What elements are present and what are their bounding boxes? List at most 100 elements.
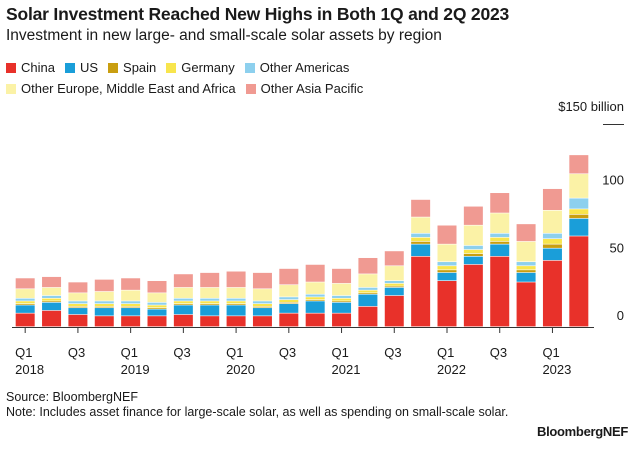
bar-segment-spain xyxy=(252,306,272,308)
bar-segment-other-europe-middle-east-and-africa xyxy=(332,283,352,296)
legend-item-germany: Germany xyxy=(166,58,235,78)
bar-segment-china xyxy=(437,280,457,327)
bar-segment-germany xyxy=(252,303,272,307)
x-tick-label-year: 2018 xyxy=(15,362,44,377)
bar-segment-other-europe-middle-east-and-africa xyxy=(15,289,35,298)
y-unit-label: $150 billion xyxy=(558,99,624,114)
bar-segment-us xyxy=(358,294,378,307)
bar-segment-spain xyxy=(200,303,220,305)
bar-segment-china xyxy=(463,264,483,327)
y-tick-label: 50 xyxy=(610,240,624,255)
legend-label: Other Americas xyxy=(259,60,350,75)
note-text: Note: Includes asset finance for large-s… xyxy=(6,405,509,419)
bar-segment-other-europe-middle-east-and-africa xyxy=(358,274,378,288)
bar-segment-us xyxy=(252,308,272,316)
bar-segment-china xyxy=(542,260,562,327)
bar-segment-other-americas xyxy=(226,298,246,301)
bar-segment-us xyxy=(42,302,62,311)
bar-segment-us xyxy=(463,256,483,265)
legend-label: US xyxy=(79,60,99,75)
bar-segment-spain xyxy=(305,299,325,301)
bar-segment-us xyxy=(68,308,88,315)
bar-segment-china xyxy=(42,310,62,327)
bar-segment-other-americas xyxy=(463,245,483,250)
bar-segment-us xyxy=(305,301,325,313)
legend-swatch xyxy=(166,63,177,73)
bar-segment-spain xyxy=(15,303,35,305)
bar-segment-spain xyxy=(569,214,589,219)
legend: China US Spain Germany Other Americas Other E… xyxy=(6,58,526,100)
bar-segment-other-europe-middle-east-and-africa xyxy=(463,225,483,246)
bar-segment-spain xyxy=(358,293,378,294)
bar-segment-other-americas xyxy=(437,262,457,266)
x-tick-label-quarter: Q3 xyxy=(173,345,190,360)
bar-segment-other-europe-middle-east-and-africa xyxy=(147,293,167,303)
bar-segment-china xyxy=(200,316,220,327)
bar-segment-other-asia-pacific xyxy=(226,271,246,288)
bar-segment-us xyxy=(516,272,536,282)
x-tick-label-year: 2021 xyxy=(332,362,361,377)
bar-segment-other-europe-middle-east-and-africa xyxy=(411,217,431,234)
bar-segment-china xyxy=(121,316,141,327)
bar-segment-other-europe-middle-east-and-africa xyxy=(542,210,562,234)
legend-swatch xyxy=(245,84,256,94)
legend-item-other-asia-pacific: Other Asia Pacific xyxy=(245,79,363,99)
bar-segment-germany xyxy=(384,283,404,286)
bar-segment-us xyxy=(490,244,510,257)
bar-segment-other-asia-pacific xyxy=(305,264,325,282)
bar-segment-us xyxy=(384,287,404,296)
bar-segment-china xyxy=(358,306,378,327)
bar-segment-spain xyxy=(226,303,246,305)
legend-label: Other Europe, Middle East and Africa xyxy=(21,81,236,96)
bar-segment-other-asia-pacific xyxy=(384,251,404,266)
bar-segment-spain xyxy=(42,301,62,303)
bar-segment-us xyxy=(173,305,193,315)
bar-segment-china xyxy=(68,314,88,327)
bar-segment-germany xyxy=(279,299,299,303)
bar-segment-us xyxy=(569,218,589,236)
bar-segment-china xyxy=(384,295,404,327)
bar-segment-other-asia-pacific xyxy=(252,272,272,289)
bar-segment-germany xyxy=(516,266,536,270)
bar-segment-spain xyxy=(147,308,167,309)
bar-segment-spain xyxy=(437,270,457,273)
bar-segment-other-asia-pacific xyxy=(332,268,352,284)
bar-segment-spain xyxy=(94,306,114,308)
bar-segment-germany xyxy=(226,301,246,304)
bar-segment-other-asia-pacific xyxy=(542,188,562,211)
legend-item-spain: Spain xyxy=(108,58,156,78)
bar-segment-other-asia-pacific xyxy=(463,206,483,225)
x-tick-label-year: 2020 xyxy=(226,362,255,377)
bar-segment-spain xyxy=(332,301,352,303)
bar-segment-us xyxy=(332,302,352,313)
bar-segment-germany xyxy=(68,303,88,307)
bar-segment-us xyxy=(94,308,114,316)
bar-segment-germany xyxy=(147,305,167,308)
x-tick-label-quarter: Q1 xyxy=(121,345,138,360)
bar-segment-us xyxy=(437,272,457,281)
x-tick-label-quarter: Q1 xyxy=(332,345,349,360)
bar-segment-other-americas xyxy=(15,298,35,301)
bar-segment-other-asia-pacific xyxy=(490,193,510,213)
x-tick-label-quarter: Q3 xyxy=(68,345,85,360)
bar-segment-germany xyxy=(332,298,352,301)
bar-segment-germany xyxy=(15,301,35,304)
source-text: Source: BloombergNEF xyxy=(6,390,139,404)
x-tick-label-quarter: Q1 xyxy=(226,345,243,360)
bar-segment-other-asia-pacific xyxy=(279,268,299,285)
legend-label: China xyxy=(21,60,55,75)
bar-segment-other-europe-middle-east-and-africa xyxy=(94,291,114,301)
legend-swatch xyxy=(64,63,75,73)
bar-segment-spain xyxy=(173,303,193,305)
bar-segment-spain xyxy=(542,244,562,248)
bar-segment-other-europe-middle-east-and-africa xyxy=(305,282,325,294)
bar-segment-us xyxy=(15,305,35,313)
bar-segment-other-asia-pacific xyxy=(147,280,167,293)
bar-segment-other-europe-middle-east-and-africa xyxy=(279,285,299,297)
bar-segment-spain xyxy=(463,253,483,257)
legend-swatch xyxy=(108,63,119,73)
bar-segment-other-europe-middle-east-and-africa xyxy=(490,213,510,234)
legend-swatch xyxy=(6,84,16,94)
bar-segment-other-americas xyxy=(173,298,193,301)
legend-label: Spain xyxy=(123,60,157,75)
